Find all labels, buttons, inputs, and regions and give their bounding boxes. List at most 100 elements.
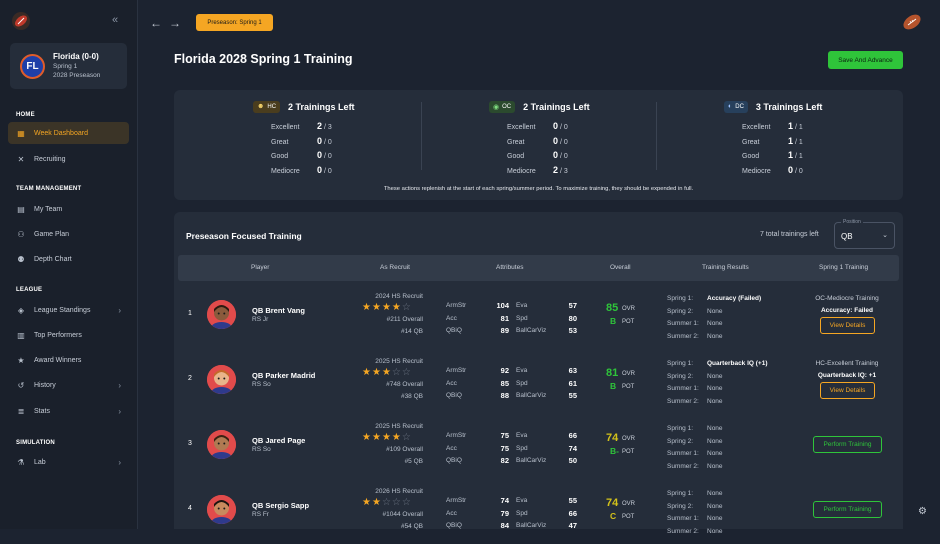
calendar-icon: ▤ [17,204,25,214]
recruit-class: 2026 HS Recruit [375,488,423,495]
sidebar-item-lab[interactable]: ⚗ Lab › [8,451,129,473]
star-rating: ★★★☆☆ [362,367,412,378]
sidebar-item-label: Depth Chart [34,255,72,263]
tier-remaining: 0 [788,164,794,175]
ovr-label: OVR [622,436,636,442]
playbook-icon: ⚇ [17,229,25,239]
potential-grade: B [610,381,617,391]
view-details-button[interactable]: View Details [820,317,875,334]
attr-label: BallCarViz [516,327,547,334]
tier-total: / 0 [324,138,332,146]
player-name[interactable]: QB Brent Vang [252,306,305,315]
table-header: Player As Recruit Attributes Overall Tra… [178,255,899,281]
player-year: RS Jr [252,316,269,323]
player-name[interactable]: QB Sergio Sapp [252,501,310,510]
sidebar-item-depth-chart[interactable]: ⚉ Depth Chart [8,248,129,270]
sidebar-item-label: Recruiting [34,155,66,163]
football-icon[interactable] [11,11,31,31]
attr-value: 104 [496,301,509,310]
star-filled-icon: ★ [391,302,402,313]
sidebar-item-week-dashboard[interactable]: ▦ Week Dashboard [8,122,129,144]
player-rank: 4 [188,505,192,512]
star-filled-icon: ★ [362,302,372,313]
sidebar-item-award-winners[interactable]: ★ Award Winners [8,349,129,371]
double-chevron-left-icon[interactable]: « [112,14,119,26]
sidebar: « FL Florida (0-0) Spring 1 2028 Preseas… [0,0,138,529]
attr-label: Eva [516,302,528,309]
sidebar-item-recruiting[interactable]: ✕ Recruiting [8,148,129,170]
sidebar-item-top-performers[interactable]: ▥ Top Performers [8,324,129,346]
sidebar-item-history[interactable]: ↺ History › [8,374,129,396]
tier-remaining: 0 [553,150,559,160]
arrow-right-icon[interactable]: → [169,16,181,30]
result-period: Spring 2: [667,307,694,315]
result-value: Accuracy (Failed) [707,295,762,302]
avatar [207,430,236,459]
history-icon: ↺ [17,380,25,390]
training-tier-row: Mediocre 2/ 3 [507,165,568,177]
tier-label: Excellent [271,124,300,131]
table-row: 1 QB Brent Vang RS Jr 2024 HS Recruit ★★★★☆ #… [174,284,903,349]
attr-label: Spd [516,379,528,387]
tier-remaining: 0 [317,150,323,160]
star-rating: ★★☆☆☆ [362,497,412,508]
tier-label: Mediocre [507,167,536,175]
tier-total: / 1 [795,153,803,160]
season-pill[interactable]: Preseason: Spring 1 [196,14,273,31]
star-filled-icon: ★ [362,367,372,378]
tier-total: / 3 [560,167,568,175]
sidebar-item-label: History [34,381,56,389]
tier-total: / 0 [560,124,568,131]
trainings-left: 2 Trainings Left [523,101,590,112]
player-name[interactable]: QB Parker Madrid [252,371,316,380]
result-value: None [707,307,723,315]
avatar [207,495,236,524]
attr-value: 63 [568,366,577,375]
tier-label: Good [742,153,760,160]
position-rank: #14 QB [400,328,423,335]
sidebar-item-my-team[interactable]: ▤ My Team [8,198,129,220]
header-training-results: Training Results [702,264,749,271]
tier-total: / 0 [560,138,568,146]
player-rank: 2 [188,375,192,382]
section-heading: TEAM MANAGEMENT [16,186,82,192]
result-value: None [707,437,723,445]
training-tier-row: Excellent 0/ 0 [507,121,568,133]
coach-header: ☻ HC 2 Trainings Left [253,100,355,113]
people-icon: ⚉ [17,254,25,264]
bars-icon: ▥ [17,330,25,340]
star-filled-icon: ★ [362,497,372,508]
view-details-button[interactable]: View Details [820,382,875,399]
position-select[interactable]: Position QB ⌄ [834,219,895,249]
tier-label: Good [507,153,525,160]
attr-label: ArmStr [446,432,467,439]
star-empty-icon: ☆ [391,367,402,378]
team-card[interactable]: FL Florida (0-0) Spring 1 2028 Preseason [10,43,127,89]
attr-label: ArmStr [446,302,467,309]
sidebar-item-stats[interactable]: ≣ Stats › [8,400,129,422]
result-period: Spring 1: [667,490,694,497]
training-tier-row: Great 0/ 0 [507,136,568,148]
perform-training-button[interactable]: Perform Training [813,501,882,518]
tier-total: / 0 [324,167,332,175]
player-rank: 1 [188,310,192,317]
position-rank: #54 QB [400,523,423,530]
sidebar-item-league-standings[interactable]: ◈ League Standings › [8,299,129,321]
player-rank: 3 [188,440,192,447]
training-tier-row: Good 0/ 0 [507,150,568,162]
sidebar-item-game-plan[interactable]: ⚇ Game Plan [8,223,129,245]
tier-remaining: 1 [788,135,794,146]
tier-remaining: 0 [553,121,559,131]
trainings-left: 3 Trainings Left [755,101,823,112]
avatar [207,365,236,394]
perform-training-button[interactable]: Perform Training [813,436,882,453]
player-name[interactable]: QB Jared Page [252,436,306,445]
save-and-advance-button[interactable]: Save And Advance [828,51,903,69]
tier-remaining: 0 [553,135,559,146]
arrow-left-icon[interactable]: ← [150,16,162,30]
result-period: Spring 2: [667,502,694,510]
attr-value: 75 [500,431,509,440]
gear-icon[interactable]: ⚙ [918,506,927,517]
potential-grade: C [610,511,617,521]
star-filled-icon: ★ [371,497,382,508]
